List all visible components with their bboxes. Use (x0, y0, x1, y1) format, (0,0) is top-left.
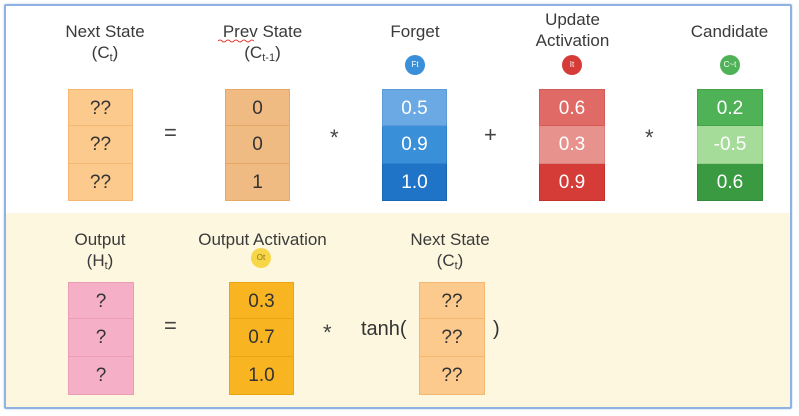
bottom-next-state-cell: ?? (419, 357, 485, 395)
plus-operator: + (484, 122, 497, 147)
update-activation-column: 0.6 0.3 0.9 (539, 89, 605, 201)
equals-operator: = (164, 313, 177, 338)
prev-state-symbol-sub: t-1 (262, 52, 276, 64)
candidate-column: 0.2 -0.5 0.6 (697, 89, 763, 201)
output-activation-cell: 1.0 (229, 357, 294, 395)
output-activation-label: Output Activation (198, 230, 327, 249)
update-cell: 0.9 (539, 164, 605, 201)
output-panel (6, 213, 790, 407)
tanh-close: ) (493, 318, 500, 340)
output-cell: ? (68, 282, 134, 319)
prev-state-symbol-end: ) (275, 43, 281, 62)
next-state-label: Next State (Ct) (55, 22, 155, 68)
spellcheck-squiggle (218, 39, 254, 43)
output-column: ? ? ? (68, 282, 134, 395)
bottom-next-state-title: Next State (410, 230, 490, 249)
multiply-operator: * (645, 125, 654, 150)
output-symbol-base: (H (86, 251, 105, 270)
diagram-frame (4, 4, 792, 409)
prev-state-title: Prev State (222, 22, 303, 41)
next-state-column: ?? ?? ?? (68, 89, 133, 201)
output-symbol-end: ) (107, 251, 114, 270)
bottom-next-state-cell: ?? (419, 282, 485, 319)
bottom-next-state-cell: ?? (419, 319, 485, 357)
prev-state-column: 0 0 1 (225, 89, 290, 201)
multiply-operator: * (323, 320, 332, 345)
next-state-symbol-sub: t (109, 52, 113, 64)
prev-state-cell: 1 (225, 164, 290, 201)
output-label: Output (Ht) (55, 230, 145, 276)
output-cell: ? (68, 319, 134, 357)
update-title-line1: Update (545, 10, 600, 29)
output-activation-cell: 0.7 (229, 319, 294, 357)
equals-operator: = (164, 120, 177, 145)
candidate-label: Candidate (690, 22, 769, 41)
candidate-icon: C~t (720, 55, 740, 75)
bottom-next-state-symbol-base: (C (436, 251, 455, 270)
output-cell: ? (68, 357, 134, 395)
prev-state-symbol-base: (C (244, 43, 263, 62)
forget-label: Forget (390, 22, 440, 41)
forget-cell: 1.0 (382, 164, 447, 201)
bottom-next-state-symbol-end: ) (457, 251, 464, 270)
update-cell: 0.3 (539, 126, 605, 164)
tanh-open: tanh( (361, 318, 407, 340)
output-activation-cell: 0.3 (229, 282, 294, 319)
update-cell: 0.6 (539, 89, 605, 126)
candidate-cell: 0.6 (697, 164, 763, 201)
bottom-next-state-symbol: (Ct) (400, 251, 500, 276)
bottom-next-state-symbol-sub: t (454, 260, 458, 272)
output-symbol: (Ht) (55, 251, 145, 276)
next-state-symbol: (Ct) (55, 43, 155, 68)
forget-column: 0.5 0.9 1.0 (382, 89, 447, 201)
update-activation-label: Update Activation (525, 10, 620, 51)
update-gate-icon: It (562, 55, 582, 75)
next-state-symbol-end: ) (112, 43, 119, 62)
bottom-next-state-column: ?? ?? ?? (419, 282, 485, 395)
candidate-cell: -0.5 (697, 126, 763, 164)
next-state-cell: ?? (68, 89, 133, 126)
next-state-cell: ?? (68, 126, 133, 164)
output-gate-icon: Ot (251, 248, 271, 268)
prev-state-cell: 0 (225, 89, 290, 126)
forget-cell: 0.9 (382, 126, 447, 164)
prev-state-cell: 0 (225, 126, 290, 164)
next-state-symbol-base: (C (91, 43, 110, 62)
output-title: Output (74, 230, 126, 249)
output-activation-column: 0.3 0.7 1.0 (229, 282, 294, 395)
bottom-next-state-label: Next State (Ct) (400, 230, 500, 276)
candidate-cell: 0.2 (697, 89, 763, 126)
next-state-cell: ?? (68, 164, 133, 201)
prev-state-symbol: (Ct-1) (210, 43, 315, 68)
output-symbol-sub: t (104, 260, 108, 272)
forget-cell: 0.5 (382, 89, 447, 126)
prev-state-label: Prev State (Ct-1) (210, 22, 315, 68)
multiply-operator: * (330, 125, 339, 150)
next-state-title: Next State (65, 22, 145, 41)
update-title-line2: Activation (535, 31, 610, 50)
forget-gate-icon: Ft (405, 55, 425, 75)
